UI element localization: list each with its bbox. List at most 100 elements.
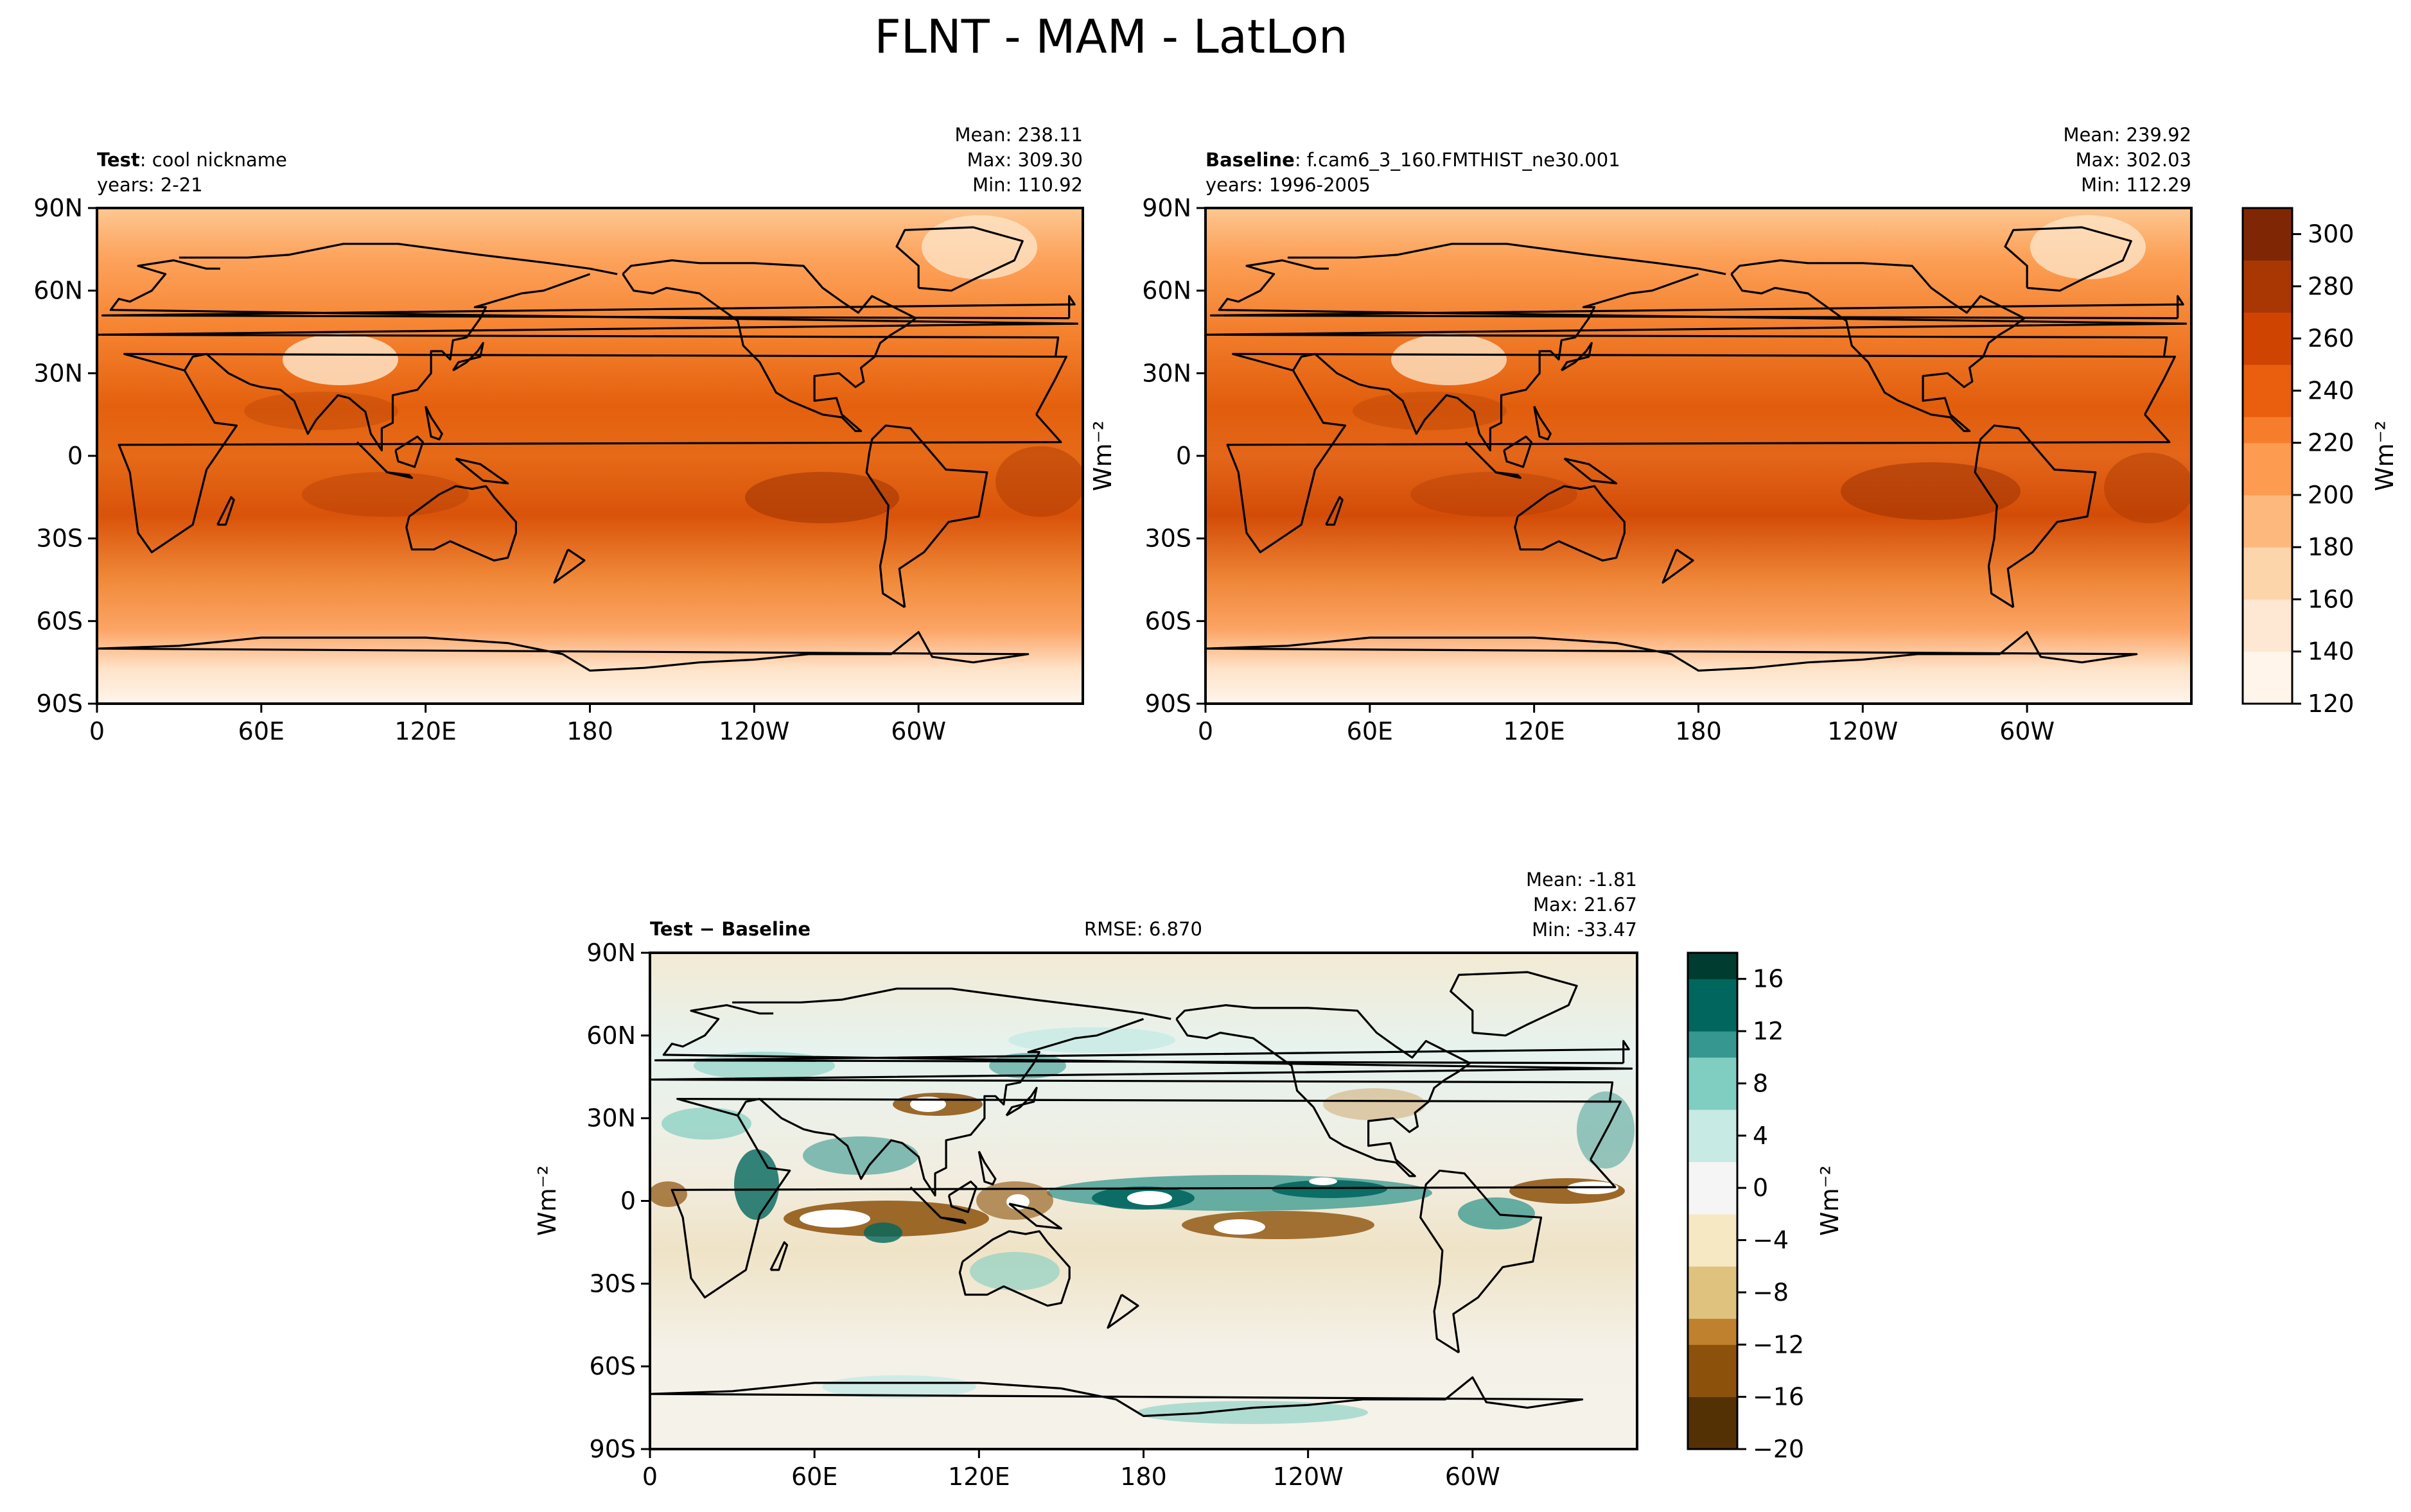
y-tick-label: 90N: [586, 939, 636, 967]
colorbar-tick-label: 280: [2308, 272, 2354, 300]
colorbar-tick-label: 200: [2308, 481, 2354, 509]
x-tick-label: 60E: [238, 717, 285, 745]
map-blob: [1182, 1211, 1374, 1239]
colorbar-swatch: [2243, 417, 2292, 444]
colorbar-tick-label: −12: [1753, 1330, 1804, 1359]
x-tick-label: 60W: [1445, 1463, 1500, 1491]
colorbar-swatch: [1688, 1005, 1737, 1032]
colorbar-swatch: [2243, 625, 2292, 652]
colorbar-tick-label: 16: [1753, 965, 1784, 993]
panel-difference: 0 60E 120E 180 120W 60W 90N 60N 30N 0 30S 60S 90S T…: [533, 869, 1638, 1491]
coastline: [1209, 295, 2184, 320]
map-blob: [995, 446, 1083, 517]
coastline: [2004, 226, 2132, 292]
y-axis-difference: 90N 60N 30N 0 30S 60S 90S: [586, 939, 650, 1463]
colorbar-tick-label: 12: [1753, 1017, 1784, 1045]
coastline: [1008, 1203, 1063, 1230]
colorbar-tick-label: −20: [1753, 1435, 1804, 1463]
x-tick-label: 60E: [1347, 717, 1393, 745]
map-blob: [302, 472, 469, 517]
coastline: [978, 1151, 997, 1186]
x-tick-label: 120W: [719, 717, 789, 745]
x-tick-label: 0: [642, 1463, 658, 1491]
colorbar-swatch: [1688, 1240, 1737, 1267]
x-tick-label: 120E: [948, 1463, 1010, 1491]
coastline: [1464, 441, 1497, 474]
colorbar-difference-unit: Wm⁻²: [1816, 1165, 1844, 1236]
y-tick-label: 60S: [590, 1352, 636, 1380]
map-blob: [1214, 1219, 1265, 1235]
coastline: [1325, 496, 1344, 526]
colorbar-tick-label: 260: [2308, 324, 2354, 352]
map-blob: [1458, 1197, 1535, 1230]
map-blob: [1391, 334, 1507, 385]
colorbar-main: 120 140 160 180 200 220 240 260 280 300 Wm⁻²: [2241, 207, 2399, 718]
coastline: [737, 1018, 1144, 1197]
x-tick-label: 60W: [891, 717, 946, 745]
x-tick-label: 120W: [1273, 1463, 1344, 1491]
y-tick-label: 90N: [33, 194, 83, 222]
colorbar-swatch: [1688, 1396, 1737, 1423]
colorbar-tick-label: −4: [1753, 1226, 1789, 1255]
colorbar-tick-label: 140: [2308, 638, 2354, 666]
coastline: [1514, 485, 1626, 562]
colorbar-swatch: [1688, 1188, 1737, 1215]
x-tick-label: 0: [89, 717, 105, 745]
colorbar-tick-label: 8: [1753, 1069, 1768, 1097]
colorbar-tick-label: 220: [2308, 429, 2354, 457]
y-tick-label: 90N: [1142, 194, 1191, 222]
y-tick-label: 60S: [1145, 607, 1191, 635]
x-axis-baseline: 0 60E 120E 180 120W 60W: [1198, 704, 2055, 745]
coastlines-baseline: [1206, 226, 2187, 672]
coastline: [101, 295, 1076, 320]
coastline: [179, 243, 618, 275]
coastline: [216, 496, 235, 526]
colorbar-main-unit: Wm⁻²: [2371, 421, 2399, 491]
coastline: [356, 441, 389, 474]
colorbar-difference-frame: [1687, 952, 1739, 1450]
coastline: [895, 226, 1024, 292]
colorbar-swatch: [1688, 1292, 1737, 1319]
coastline: [1563, 457, 1618, 485]
colorbar-swatch: [2243, 494, 2292, 522]
colorbar-swatch: [2243, 573, 2292, 600]
colorbar-tick-label: −16: [1753, 1383, 1804, 1411]
colorbar-swatch: [1688, 1344, 1737, 1371]
colorbar-swatch: [2243, 469, 2292, 496]
coastline: [1292, 273, 1699, 452]
coastline: [947, 1180, 978, 1213]
x-tick-label: 180: [1675, 717, 1722, 745]
map-blob: [1008, 1027, 1175, 1053]
map-blob: [1841, 462, 2021, 520]
colorbar-swatch: [1688, 1161, 1737, 1188]
rmse-label: RMSE: 6.870: [1084, 918, 1202, 940]
colorbar-swatch: [2243, 312, 2292, 339]
colorbar-swatch: [1688, 953, 1737, 980]
map-blob: [864, 1222, 902, 1243]
map-blob: [1137, 1401, 1368, 1424]
map-blob: [745, 472, 899, 523]
colorbar-swatch: [2243, 260, 2292, 287]
coastline: [425, 406, 443, 440]
map-blob: [283, 334, 398, 385]
coastline: [553, 548, 586, 584]
colorbar-swatch: [2243, 599, 2292, 626]
stat-max-test: Max: 309.30: [967, 149, 1083, 171]
coastline: [97, 259, 1079, 357]
x-axis-difference: 0 60E 120E 180 120W 60W: [642, 1449, 1500, 1491]
y-tick-label: 60N: [1142, 277, 1191, 305]
map-field-baseline: [1206, 208, 2191, 704]
colorbar-swatch: [2243, 547, 2292, 574]
x-tick-label: 60E: [791, 1463, 837, 1491]
y-tick-label: 0: [1176, 442, 1191, 470]
coastline: [1206, 259, 2187, 357]
coastline: [769, 1241, 789, 1271]
stat-min-test: Min: 110.92: [972, 174, 1083, 196]
y-tick-label: 30N: [33, 359, 83, 387]
stat-mean-baseline: Mean: 239.92: [2064, 124, 2191, 146]
colorbar-swatch: [1688, 1318, 1737, 1345]
map-blob: [1272, 1180, 1387, 1198]
coastline: [1730, 259, 2026, 433]
colorbar-main-frame: [2241, 207, 2293, 705]
colorbar-tick-label: 160: [2308, 585, 2354, 613]
